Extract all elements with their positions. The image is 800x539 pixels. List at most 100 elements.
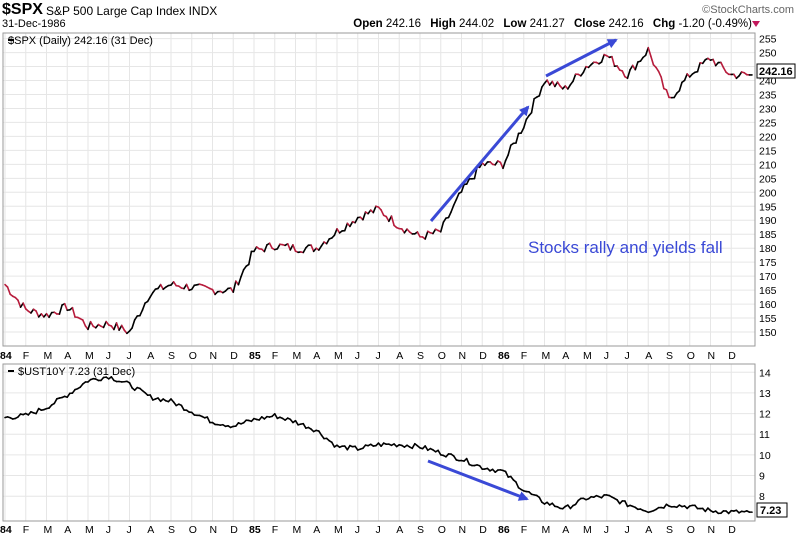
security-long-name: S&P 500 Large Cap Index <box>46 4 186 18</box>
price-line-segment <box>6 286 11 296</box>
price-y-tick-label: 170 <box>759 271 777 283</box>
price-line-segment <box>185 283 190 292</box>
yield-x-tick-label: A <box>313 524 320 536</box>
yield-x-tick-label: J <box>604 524 609 536</box>
price-y-tick-label: 240 <box>759 76 777 88</box>
close-label: Close <box>574 18 606 30</box>
price-panel-frame <box>2 32 756 347</box>
price-x-tick-label: D <box>728 350 736 362</box>
price-line-segment <box>58 304 63 315</box>
price-line-segment <box>336 228 341 234</box>
price-line-segment <box>276 243 281 250</box>
price-line-segment <box>232 280 237 293</box>
price-line-segment <box>131 319 136 329</box>
price-line-segment <box>504 154 509 162</box>
price-x-axis: 84 F M A M J J A S O N D 85 F M A M J J A S O N D 86 F M A M J J A S O N D <box>0 350 736 362</box>
yield-y-tick-label: 8 <box>759 491 765 503</box>
price-line-segment <box>722 66 727 74</box>
price-x-tick-label: J <box>106 350 111 362</box>
chg-label: Chg <box>652 18 676 30</box>
price-y-tick-label: 250 <box>759 48 777 60</box>
yield-x-tick-label: S <box>666 524 673 536</box>
price-line-segment <box>35 310 40 318</box>
price-line-segment <box>102 320 107 329</box>
price-x-tick-label: F <box>23 350 29 362</box>
price-line-segment <box>657 70 663 79</box>
price-x-tick-label: D <box>479 350 487 362</box>
price-y-tick-label: 215 <box>759 145 777 157</box>
price-y-tick-label: 225 <box>759 117 777 129</box>
price-line-segment <box>82 319 87 327</box>
price-line-segment <box>333 228 338 237</box>
price-line-segment <box>237 275 242 286</box>
change-arrow-icon <box>752 21 760 27</box>
price-line-segment <box>447 211 452 219</box>
yield-x-tick-label: 85 <box>249 524 261 536</box>
price-line-segment <box>546 79 551 86</box>
yield-x-tick-label: O <box>189 524 197 536</box>
price-line-segment <box>515 132 520 144</box>
price-line-segment <box>520 127 525 134</box>
yield-x-axis: 84 F M A M J J A S O N D 85 F M A M J J A S O N D 86 F M A M J J A S O N D <box>0 524 736 536</box>
yield-x-tick-label: D <box>230 524 238 536</box>
yield-y-tick-label: 14 <box>759 367 771 379</box>
yield-line-segment <box>180 404 185 411</box>
yield-line-segment <box>504 470 509 478</box>
price-x-tick-label: 86 <box>498 350 510 362</box>
price-y-tick-label: 165 <box>759 285 777 297</box>
price-line-segment <box>450 204 455 213</box>
price-line-segment <box>507 144 512 156</box>
price-series <box>4 46 753 335</box>
price-x-tick-label: M <box>293 350 302 362</box>
price-y-tick-label: 175 <box>759 257 777 269</box>
yield-y-tick-label: 10 <box>759 450 771 462</box>
yield-line-segment <box>206 416 211 424</box>
yield-panel-label: $UST10Y 7.23 (31 Dec) <box>18 366 135 378</box>
yield-x-tick-label: M <box>542 524 551 536</box>
yield-x-tick-label: M <box>293 524 302 536</box>
price-line-segment <box>647 46 652 57</box>
price-line-segment <box>720 61 725 69</box>
price-x-tick-label: A <box>64 350 71 362</box>
price-x-tick-label: S <box>666 350 673 362</box>
price-y-tick-label: 235 <box>759 89 777 101</box>
price-line-segment <box>292 244 297 252</box>
yield-x-tick-label: S <box>417 524 424 536</box>
yield-line-segment <box>465 457 471 466</box>
price-line-segment <box>673 92 678 99</box>
yield-x-tick-label: M <box>334 524 343 536</box>
price-x-tick-label: N <box>708 350 716 362</box>
price-y-tick-label: 195 <box>759 201 777 213</box>
price-line-segment <box>71 306 76 318</box>
price-line-segment <box>439 221 445 233</box>
price-y-tick-label: 150 <box>759 327 777 339</box>
price-line-segment <box>522 118 528 129</box>
yield-line-segment <box>53 398 58 405</box>
price-x-tick-label: J <box>376 350 381 362</box>
price-line-segment <box>380 209 385 217</box>
price-line-segment <box>442 217 447 224</box>
price-line-segment <box>354 216 359 224</box>
yield-x-tick-label: J <box>355 524 360 536</box>
price-x-tick-label: O <box>687 350 695 362</box>
yield-line-segment <box>624 500 629 508</box>
price-line-segment <box>141 302 146 311</box>
price-line-segment <box>263 244 268 253</box>
price-x-tick-label: J <box>355 350 360 362</box>
yield-y-tick-label: 13 <box>759 388 771 400</box>
price-line-segment <box>343 222 349 232</box>
yield-x-tick-label: M <box>85 524 94 536</box>
yield-x-tick-label: 84 <box>0 524 12 536</box>
rally-arrow-1 <box>429 105 530 222</box>
price-y-axis: 150 155 160 165 170 175 180 185 190 195 200 205 210 2… <box>759 34 777 339</box>
yield-line-segment <box>411 442 416 450</box>
price-x-tick-label: J <box>625 350 630 362</box>
price-line-segment <box>600 53 605 63</box>
price-line-segment <box>567 83 572 90</box>
price-panel-grid <box>3 33 755 346</box>
price-y-tick-label: 160 <box>759 299 777 311</box>
price-line-segment <box>310 244 315 253</box>
price-line-segment <box>538 86 543 97</box>
price-line-segment <box>22 302 27 310</box>
